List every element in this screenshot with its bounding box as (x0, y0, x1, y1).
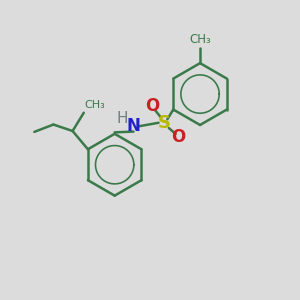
Text: CH₃: CH₃ (84, 100, 105, 110)
Text: N: N (127, 117, 140, 135)
Text: CH₃: CH₃ (189, 33, 211, 46)
Text: O: O (172, 128, 186, 146)
Text: H: H (117, 111, 128, 126)
Text: O: O (145, 97, 159, 115)
Text: S: S (158, 114, 171, 132)
